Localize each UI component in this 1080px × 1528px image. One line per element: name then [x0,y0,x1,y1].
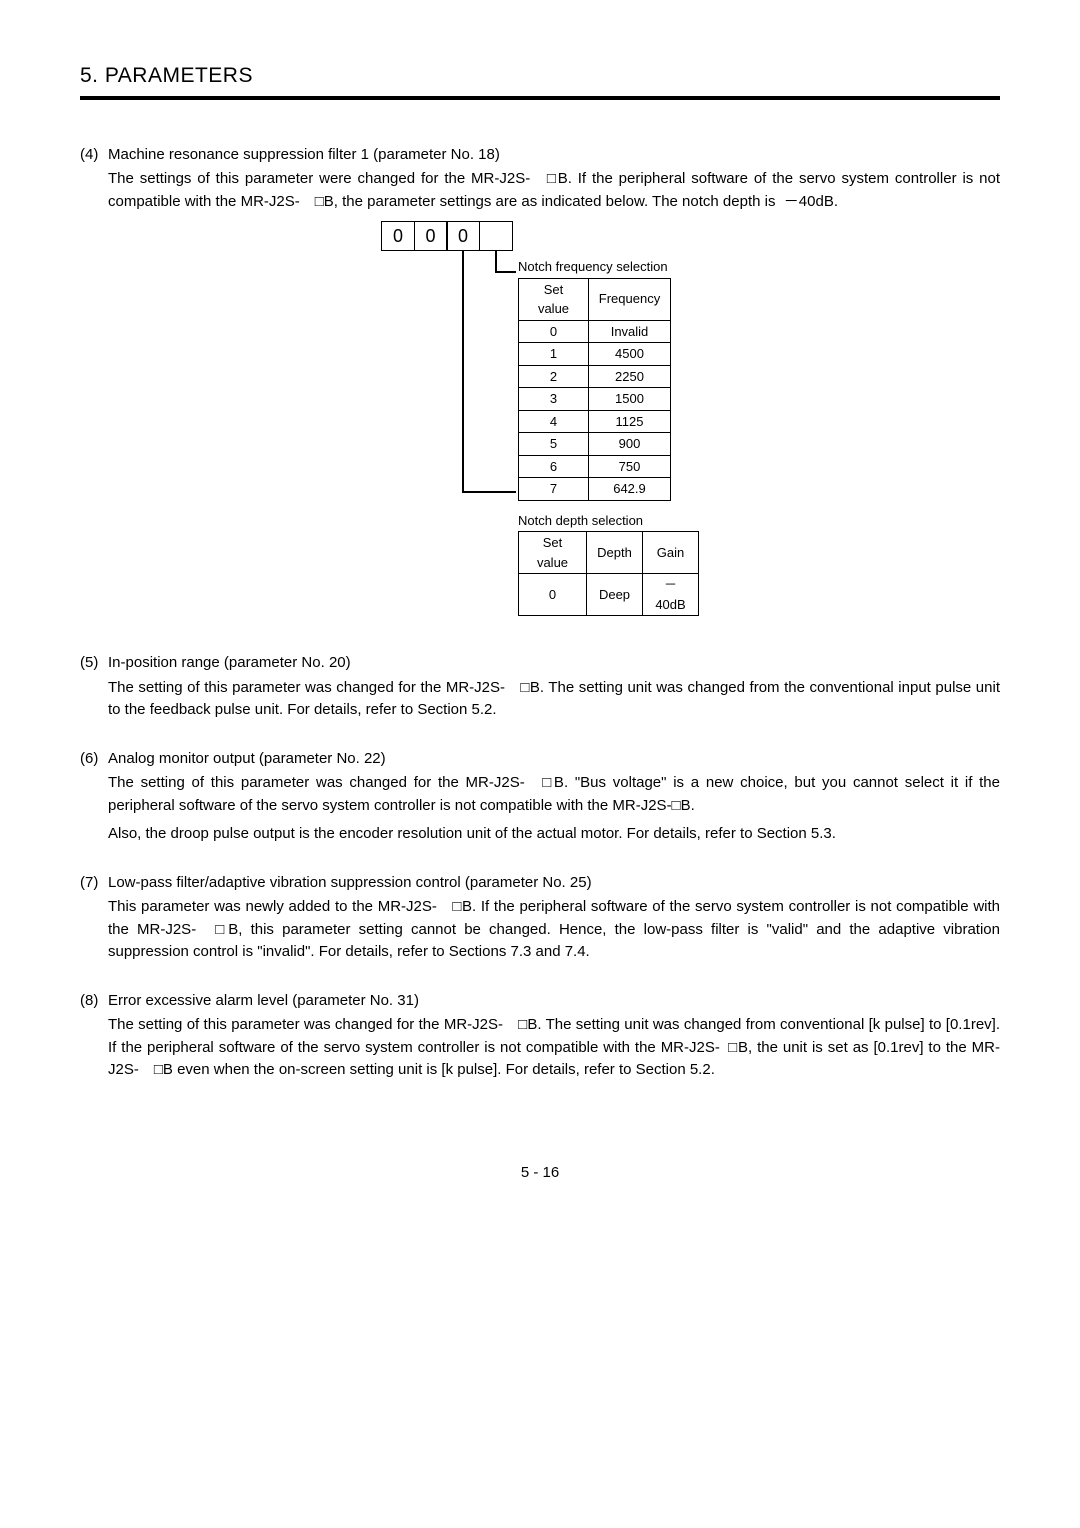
section-text: Also, the droop pulse output is the enco… [108,823,1000,846]
table-cell: 5 [519,433,589,456]
depth-caption: Notch depth selection [518,511,699,531]
section-text: The setting of this parameter was change… [108,772,1000,817]
table-cell: 750 [589,455,671,478]
table-cell: 2250 [589,365,671,388]
table-cell: Deep [587,574,643,616]
digit-box-4 [479,221,513,251]
table-row: 41125 [519,410,671,433]
table-cell: 1 [519,343,589,366]
freq-caption: Notch frequency selection [518,257,699,277]
section-number: (6) [80,748,108,771]
section-text: The setting of this parameter was change… [108,677,1000,722]
section-title: Low-pass filter/adaptive vibration suppr… [108,872,592,895]
table-cell: 0 [519,574,587,616]
table-cell: 642.9 [589,478,671,501]
section-text: The settings of this parameter were chan… [108,168,1000,213]
table-row: 6750 [519,455,671,478]
freq-table: Set valueFrequency0Invalid14500222503150… [518,278,671,501]
table-cell: 1500 [589,388,671,411]
section-5: (5) In-position range (parameter No. 20)… [80,652,1000,722]
table-cell: －40dB [643,574,699,616]
table-row: 7642.9 [519,478,671,501]
table-row: 0Invalid [519,320,671,343]
table-cell: 900 [589,433,671,456]
table-row: 5900 [519,433,671,456]
table-header: Gain [643,532,699,574]
section-title: Error excessive alarm level (parameter N… [108,990,419,1013]
chapter-rule [80,96,1000,100]
digit-box-2: 0 [414,221,448,251]
table-cell: 2 [519,365,589,388]
section-text: The setting of this parameter was change… [108,1014,1000,1082]
section-8: (8) Error excessive alarm level (paramet… [80,990,1000,1082]
table-cell: 1125 [589,410,671,433]
section-number: (5) [80,652,108,675]
section-6: (6) Analog monitor output (parameter No.… [80,748,1000,846]
page-number: 5 - 16 [80,1162,1000,1185]
table-row: 14500 [519,343,671,366]
table-cell: 0 [519,320,589,343]
depth-table: Set valueDepthGain0Deep－40dB [518,531,699,616]
table-row: 31500 [519,388,671,411]
section-number: (7) [80,872,108,895]
table-row: 22250 [519,365,671,388]
section-title: In-position range (parameter No. 20) [108,652,351,675]
table-cell: 6 [519,455,589,478]
table-cell: Invalid [589,320,671,343]
table-row: 0Deep－40dB [519,574,699,616]
digit-box-1: 0 [381,221,415,251]
notch-diagram: 0 0 0 Notch frequency selection Set valu… [381,221,699,626]
digit-box-3: 0 [446,221,480,251]
table-header: Frequency [589,278,671,320]
table-cell: 7 [519,478,589,501]
section-number: (4) [80,144,108,167]
table-cell: 4 [519,410,589,433]
chapter-title: 5. PARAMETERS [80,60,1000,92]
section-text: This parameter was newly added to the MR… [108,896,1000,964]
section-7: (7) Low-pass filter/adaptive vibration s… [80,872,1000,964]
section-title: Analog monitor output (parameter No. 22) [108,748,386,771]
table-cell: 4500 [589,343,671,366]
table-cell: 3 [519,388,589,411]
table-header: Depth [587,532,643,574]
section-number: (8) [80,990,108,1013]
section-4: (4) Machine resonance suppression filter… [80,144,1000,627]
table-header: Set value [519,532,587,574]
section-title: Machine resonance suppression filter 1 (… [108,144,500,167]
table-header: Set value [519,278,589,320]
